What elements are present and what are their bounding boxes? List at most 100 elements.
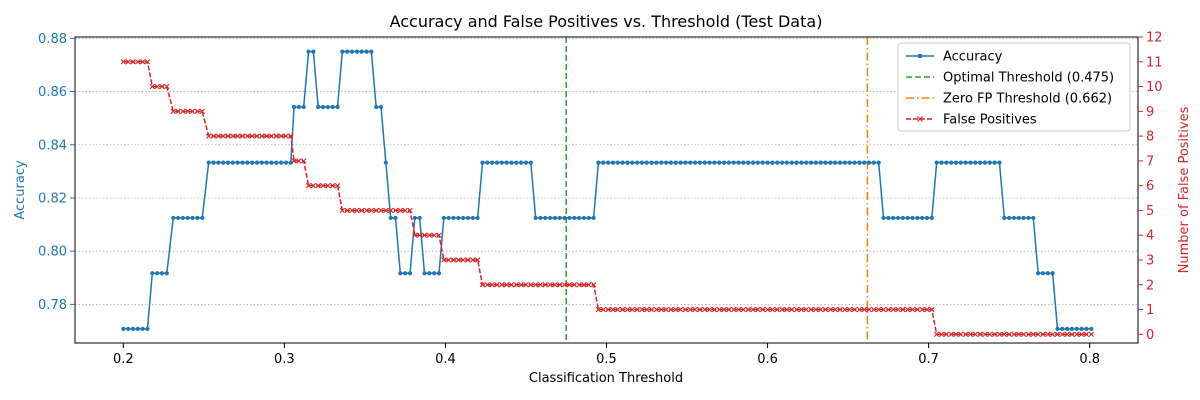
legend-label: Zero FP Threshold (0.662): [943, 92, 1112, 107]
accuracy-point: [451, 215, 456, 221]
false-positives-point: [798, 306, 805, 313]
false-positives-point: [1074, 331, 1080, 338]
false-positives-point: [716, 306, 722, 313]
accuracy-point: [175, 215, 181, 221]
false-positives-point: [682, 306, 689, 313]
false-positives-point: [731, 306, 737, 313]
false-positives-point: [254, 133, 260, 139]
false-positives-point: [842, 306, 848, 313]
accuracy-point: [1079, 326, 1084, 331]
y-right-tick-label: 4: [1146, 229, 1154, 244]
false-positives-point: [706, 306, 713, 313]
accuracy-point: [871, 160, 876, 165]
y-left-tick-label: 0.84: [38, 138, 67, 153]
false-positives-point: [977, 331, 983, 338]
accuracy-point: [264, 160, 269, 165]
false-positives-point: [310, 182, 317, 189]
accuracy-point: [465, 215, 471, 221]
false-positives-point: [1064, 331, 1070, 338]
false-positives-point: [441, 257, 447, 263]
y-right-tick-label: 8: [1146, 130, 1154, 145]
accuracy-point: [311, 49, 316, 54]
false-positives-point: [334, 182, 341, 189]
accuracy-point: [417, 215, 422, 221]
accuracy-point: [1065, 326, 1070, 331]
false-positives-point: [1040, 331, 1046, 338]
accuracy-point: [320, 104, 326, 110]
false-positives-point: [412, 232, 418, 238]
accuracy-point: [499, 160, 504, 165]
accuracy-point: [296, 104, 301, 110]
false-positives-point: [358, 207, 365, 214]
accuracy-point: [383, 160, 388, 165]
accuracy-point: [562, 215, 567, 221]
y-right-tick-label: 7: [1146, 154, 1154, 169]
accuracy-point: [929, 215, 934, 221]
false-positives-point: [590, 282, 597, 288]
false-positives-point: [991, 331, 998, 338]
accuracy-point: [432, 271, 437, 276]
false-positives-point: [1016, 331, 1022, 338]
accuracy-point: [963, 160, 968, 165]
false-positives-point: [416, 232, 423, 238]
accuracy-point: [274, 160, 279, 165]
accuracy-point: [245, 160, 250, 165]
false-positives-point: [1059, 331, 1065, 338]
accuracy-point: [779, 160, 785, 165]
accuracy-point: [140, 326, 145, 331]
false-positives-point: [175, 108, 181, 115]
false-positives-point: [958, 331, 964, 338]
accuracy-point: [610, 160, 616, 165]
y-right-tick-label: 5: [1146, 204, 1154, 219]
accuracy-point: [770, 160, 775, 165]
accuracy-point: [283, 160, 289, 165]
false-positives-point: [205, 133, 212, 139]
false-positives-point: [595, 306, 602, 313]
x-tick-label: 0.4: [435, 352, 456, 367]
y-axis-left: 0.78 0.80 0.82 0.84 0.86 0.88: [38, 32, 75, 313]
accuracy-point: [345, 49, 350, 54]
accuracy-point: [891, 215, 896, 221]
false-positives-point: [199, 108, 205, 115]
false-positives-point: [513, 282, 519, 288]
false-positives-point: [431, 232, 437, 238]
accuracy-point: [663, 160, 669, 165]
accuracy-point: [316, 104, 321, 110]
accuracy-point: [171, 215, 176, 221]
false-positives-point: [378, 207, 384, 214]
accuracy-point: [1031, 215, 1036, 221]
accuracy-point: [461, 215, 466, 221]
false-positives-point: [1011, 331, 1017, 338]
false-positives-point: [455, 257, 462, 263]
accuracy-point: [288, 160, 293, 165]
accuracy-point: [746, 160, 751, 165]
accuracy-point: [190, 215, 195, 221]
false-positives-point: [149, 83, 155, 90]
false-positives-point: [769, 306, 776, 313]
false-positives-point: [426, 232, 433, 238]
false-positives-point: [885, 306, 892, 313]
accuracy-point: [688, 160, 693, 165]
false-positives-point: [185, 108, 191, 115]
false-positives-point: [745, 306, 751, 313]
false-positives-point: [1049, 331, 1056, 338]
accuracy-point: [775, 160, 780, 165]
false-positives-point: [305, 182, 312, 189]
false-positives-point: [547, 282, 553, 288]
false-positives-point: [135, 59, 141, 65]
false-positives-point: [856, 306, 863, 313]
false-positives-point: [1030, 331, 1036, 338]
accuracy-point: [475, 215, 480, 221]
false-positives-point: [586, 282, 592, 288]
false-positives-point: [499, 282, 505, 288]
accuracy-point: [692, 160, 698, 165]
y-left-tick-label: 0.88: [38, 32, 67, 47]
false-positives-point: [948, 331, 954, 338]
accuracy-point: [678, 160, 683, 165]
false-positives-point: [639, 306, 645, 313]
false-positives-point: [244, 133, 251, 139]
accuracy-point: [211, 160, 216, 165]
false-positives-point: [180, 108, 186, 115]
accuracy-point: [799, 160, 804, 165]
x-tick-label: 0.7: [918, 352, 939, 367]
